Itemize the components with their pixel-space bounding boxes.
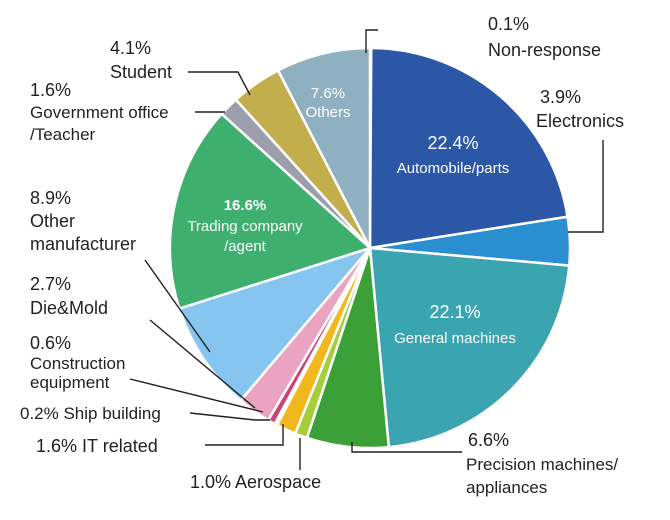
label-others-pct: 7.6%	[311, 85, 345, 102]
leader-non-response	[365, 29, 378, 53]
label-trading-line1: Trading company	[187, 218, 303, 235]
label-precision-line2: appliances	[466, 478, 547, 497]
pie-slice-other-manufacturer	[178, 246, 372, 402]
leader-student	[188, 71, 251, 96]
label-trading-line2: /agent	[224, 238, 267, 255]
label-gov-line1: Government office	[30, 103, 169, 122]
label-othermfr-pct: 8.9%	[30, 188, 71, 208]
label-student: Student	[110, 62, 172, 82]
label-general: General machines	[394, 330, 516, 347]
label-othermfr-line2: manufacturer	[30, 234, 136, 254]
label-non-response: Non-response	[488, 40, 601, 60]
leader-it	[205, 424, 284, 446]
label-precision-line1: Precision machines/	[466, 455, 618, 474]
label-ship: 0.2% Ship building	[20, 404, 161, 423]
inner-labels: 22.4% Automobile/parts 22.1% General mac…	[187, 85, 516, 347]
label-precision-pct: 6.6%	[468, 430, 509, 450]
label-aerospace: 1.0% Aerospace	[190, 472, 321, 492]
leader-construction	[129, 378, 264, 413]
leader-othermfr	[144, 259, 211, 353]
leader-precision	[351, 442, 462, 453]
label-general-pct: 22.1%	[429, 302, 480, 322]
label-student-pct: 4.1%	[110, 38, 151, 58]
pie-slice-others	[276, 46, 372, 250]
outer-labels: 0.1% Non-response 3.9% Electronics 6.6% …	[20, 14, 624, 497]
label-automobile-pct: 22.4%	[427, 133, 478, 153]
label-diemold-pct: 2.7%	[30, 274, 71, 294]
label-construction-line1: Construction	[30, 354, 125, 373]
label-it: 1.6% IT related	[36, 436, 158, 456]
label-gov-line2: /Teacher	[30, 125, 96, 144]
label-othermfr-line1: Other	[30, 211, 75, 231]
leader-lines	[129, 29, 604, 470]
label-construction-line2: equipment	[30, 373, 110, 392]
label-others: Others	[305, 104, 350, 121]
label-automobile: Automobile/parts	[397, 160, 510, 177]
leader-electronics	[568, 140, 604, 233]
leader-diemold	[149, 319, 256, 409]
leader-ship	[189, 412, 270, 421]
label-trading-pct: 16.6%	[224, 197, 267, 214]
label-non-response-pct: 0.1%	[488, 14, 529, 34]
pie-slices	[168, 46, 572, 450]
pie-slice-general-machines	[368, 246, 571, 449]
label-electronics: Electronics	[536, 111, 624, 131]
label-construction-pct: 0.6%	[30, 333, 71, 353]
pie-slice-automobile-parts	[368, 46, 569, 250]
label-diemold: Die&Mold	[30, 298, 108, 318]
label-gov-pct: 1.6%	[30, 80, 71, 100]
pie-slice-trading-company-agent	[168, 112, 372, 310]
label-electronics-pct: 3.9%	[540, 87, 581, 107]
